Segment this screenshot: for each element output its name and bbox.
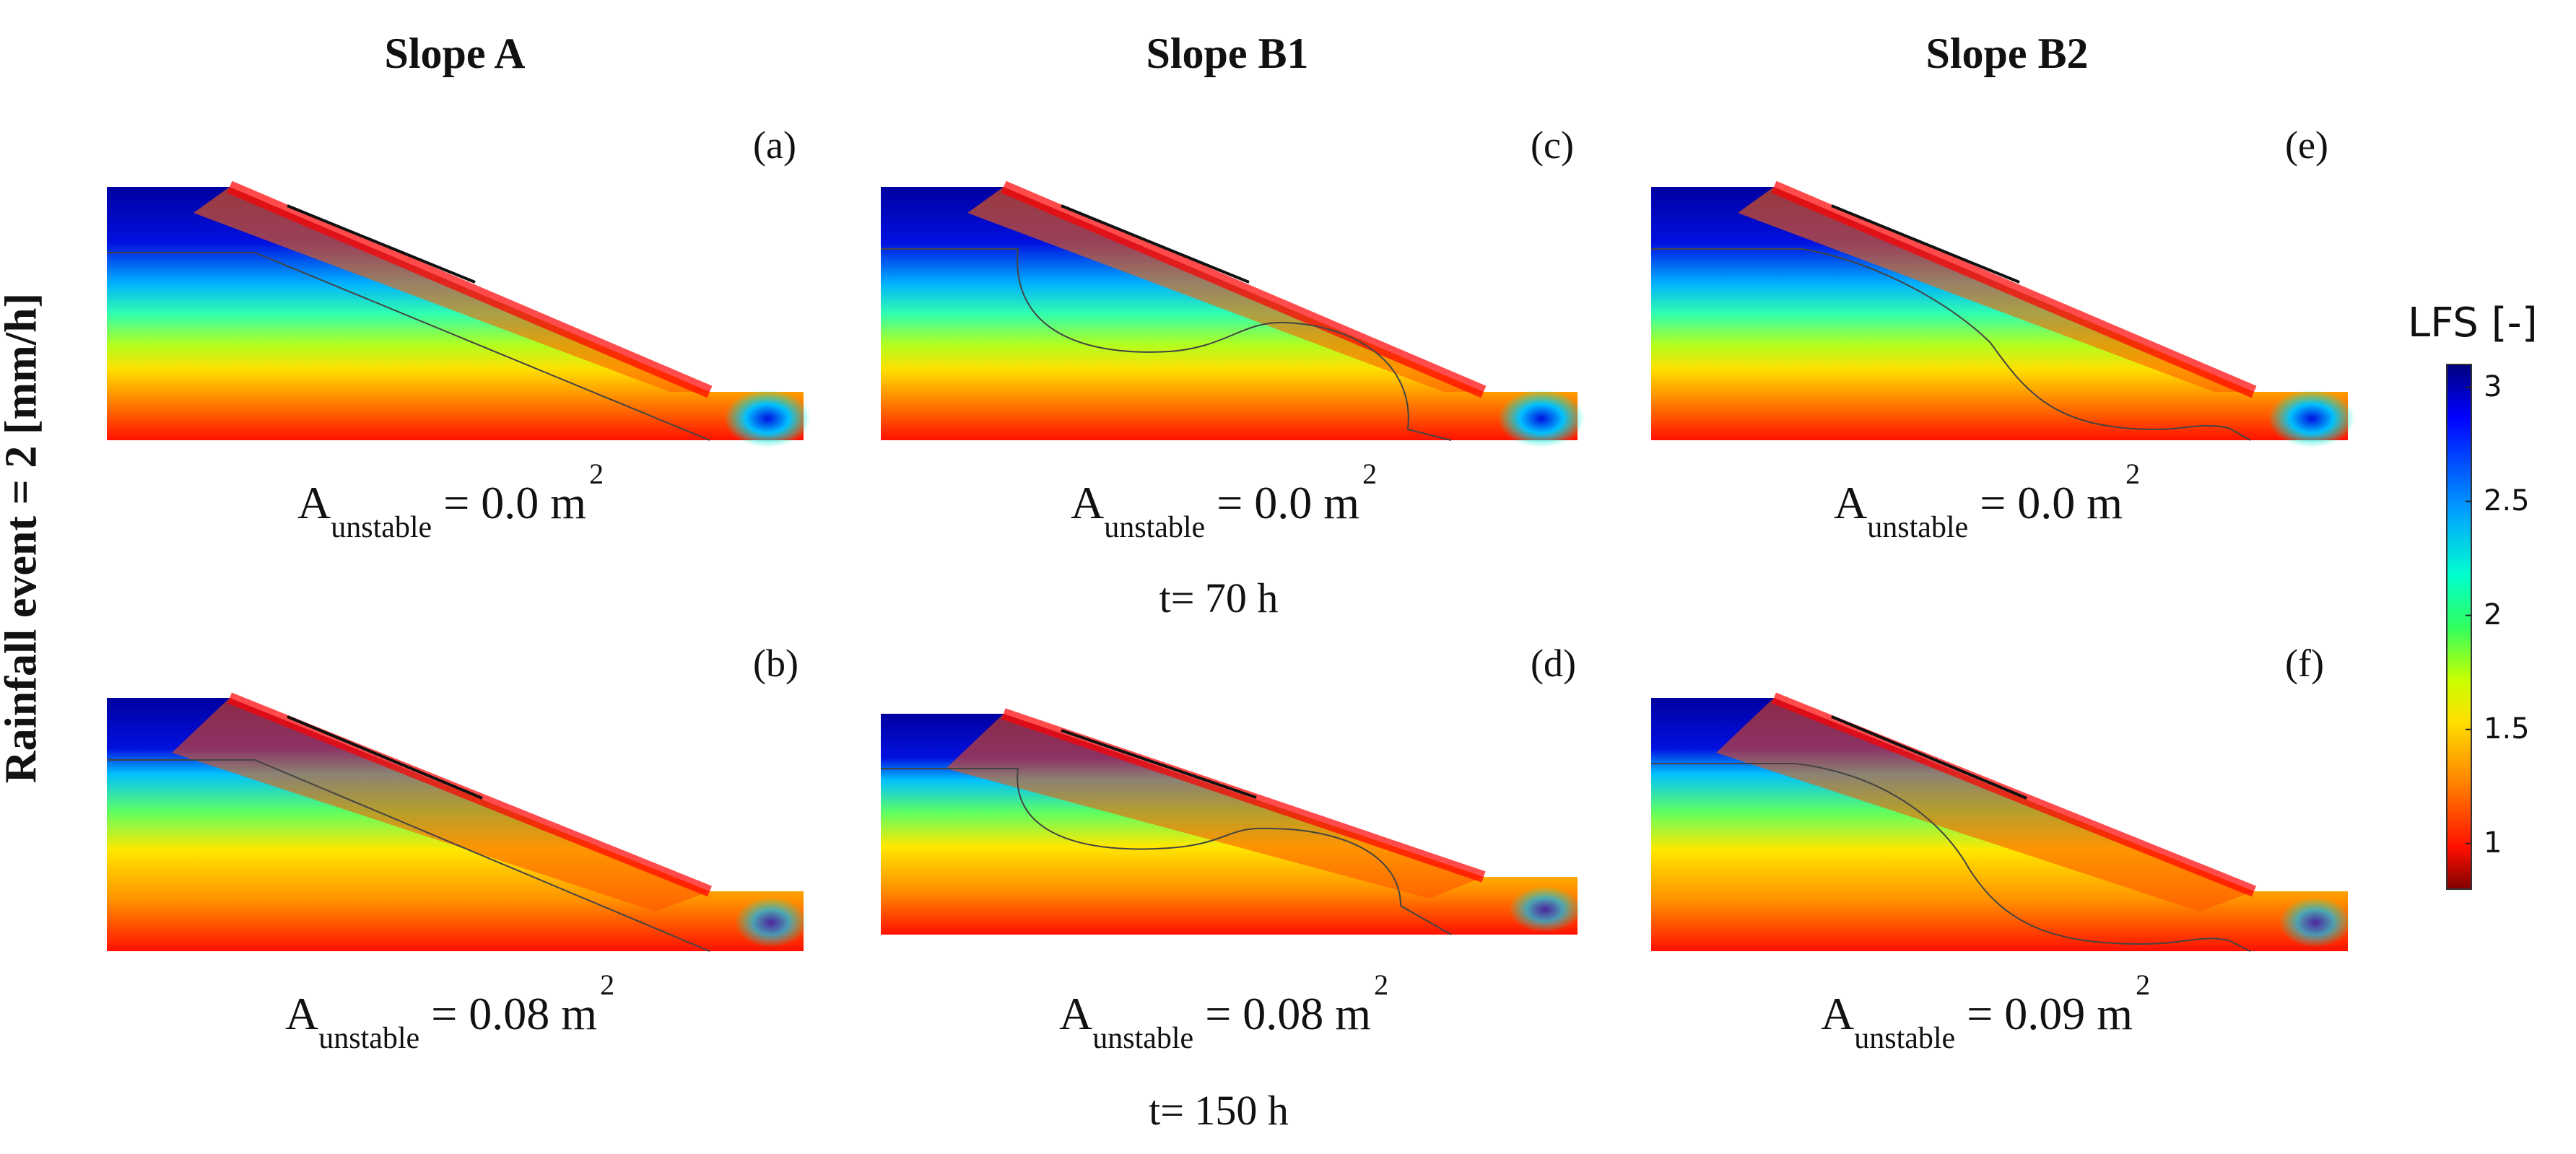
area-label-f: Aunstable = 0.09 m2 <box>1821 969 2151 1055</box>
colorbar-tick-label-2: 2 <box>2484 598 2502 631</box>
area-label-e: Aunstable = 0.0 m2 <box>1834 458 2141 544</box>
area-label-d: Aunstable = 0.08 m2 <box>1059 969 1389 1055</box>
panel-label-c: (c) <box>1531 123 1574 167</box>
panel-e-contour <box>1651 180 2355 447</box>
panel-label-e: (e) <box>2285 123 2328 167</box>
time-label-70h: t= 70 h <box>1159 574 1279 621</box>
row-title-rainfall: Rainfall event = 2 [mm/h] <box>0 292 46 784</box>
time-label-150h: t= 150 h <box>1149 1087 1289 1134</box>
colorbar-tick-label-4: 1 <box>2484 826 2502 860</box>
colorbar-title: LFS [-] <box>2408 300 2538 346</box>
panel-label-f: (f) <box>2285 642 2324 685</box>
panel-label-b: (b) <box>753 642 799 685</box>
area-label-a: Aunstable = 0.0 m2 <box>297 458 604 544</box>
column-title-slope-b2: Slope B2 <box>1926 30 2089 77</box>
column-title-slope-a: Slope A <box>384 30 526 77</box>
area-label-b: Aunstable = 0.08 m2 <box>285 969 615 1055</box>
panel-a-contour <box>107 180 811 447</box>
panel-label-d: (d) <box>1531 642 1576 685</box>
colorbar-ticks <box>2466 386 2471 844</box>
panel-b-contour <box>107 692 807 952</box>
colorbar-tick-label-1: 2.5 <box>2484 484 2530 517</box>
panel-label-a: (a) <box>753 123 796 167</box>
colorbar <box>2446 364 2472 890</box>
panel-d-contour <box>881 708 1581 935</box>
colorbar-tick-label-3: 1.5 <box>2484 712 2530 746</box>
panel-f-contour <box>1651 692 2351 952</box>
colorbar-tick-label-0: 3 <box>2484 370 2502 403</box>
panel-c-contour <box>881 180 1585 447</box>
column-title-slope-b1: Slope B1 <box>1146 30 1309 77</box>
area-label-c: Aunstable = 0.0 m2 <box>1071 458 1378 544</box>
